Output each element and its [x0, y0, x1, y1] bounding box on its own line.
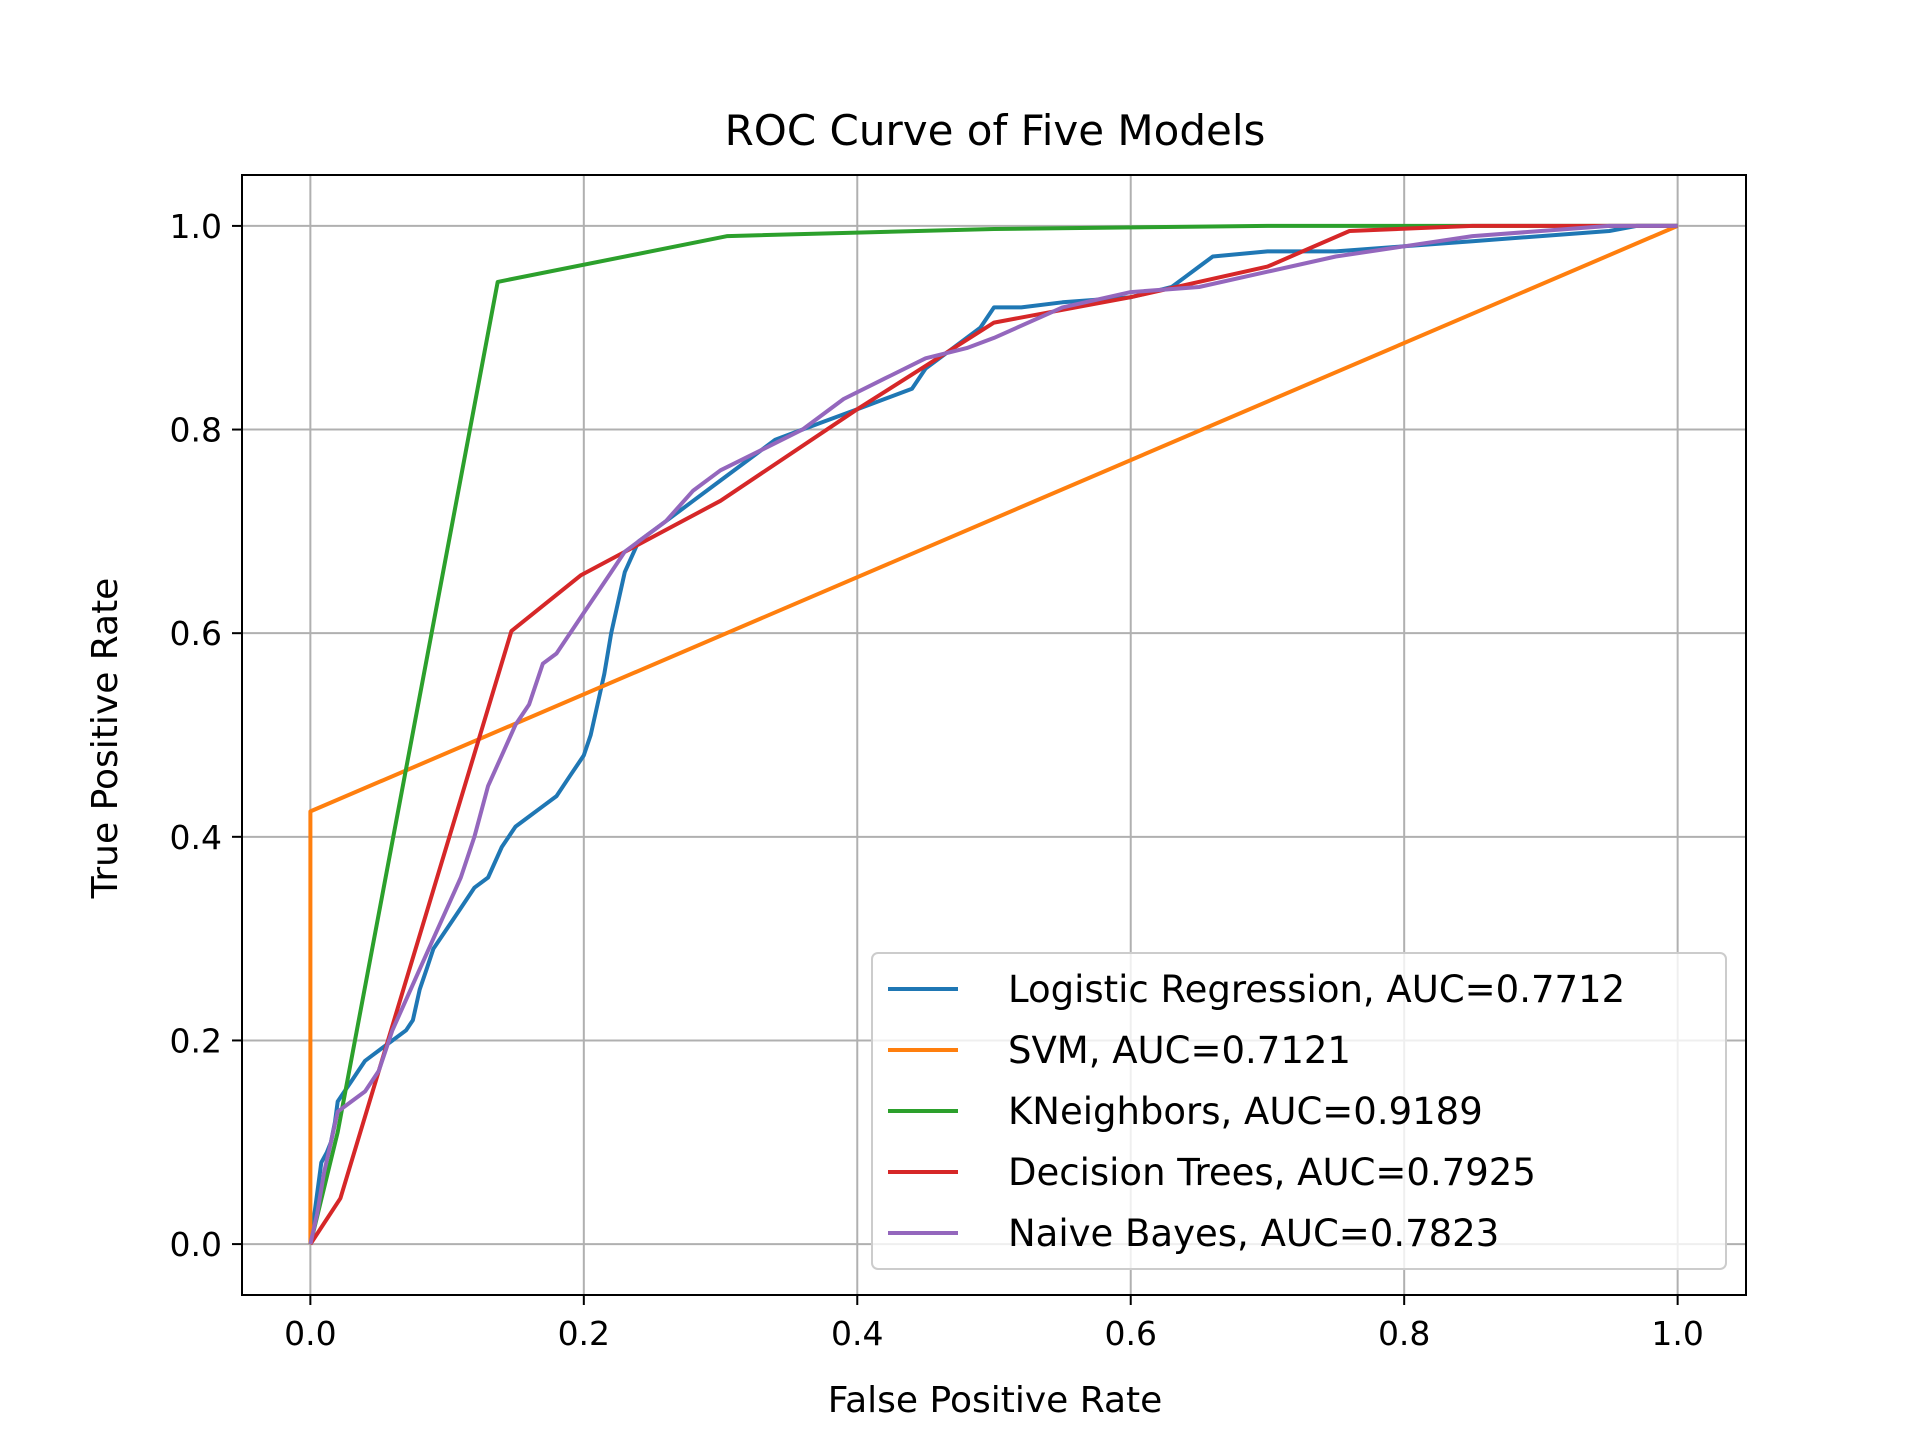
chart-title: ROC Curve of Five Models	[725, 106, 1266, 155]
series-line-svm	[308, 224, 1679, 1245]
legend-label: Naive Bayes, AUC=0.7823	[1008, 1212, 1499, 1255]
y-tick-label: 0.2	[170, 1021, 222, 1060]
legend: Logistic Regression, AUC=0.7712 SVM, AUC=…	[871, 952, 1727, 1270]
y-tick-label: 0.6	[170, 614, 222, 653]
legend-label: SVM, AUC=0.7121	[1008, 1029, 1351, 1072]
series-line-decision-trees	[308, 223, 1678, 1246]
x-tick-label: 1.0	[1651, 1314, 1703, 1353]
y-tick-label: 0.4	[170, 818, 222, 857]
x-tick-label: 0.0	[284, 1314, 336, 1353]
grid	[242, 175, 1746, 1295]
plot-frame	[241, 174, 1747, 1296]
x-tick-label: 0.2	[558, 1314, 610, 1353]
series-line-naive-bayes	[308, 223, 1678, 1245]
y-tick-label: 0.8	[170, 411, 222, 450]
x-tick-label: 0.8	[1378, 1314, 1430, 1353]
axis-ticks: 0.0 0.2 0.4 0.6 0.8 1.0 0.0 0.2 0.4 0.6 0.8 1.0	[170, 207, 1704, 1353]
x-axis-label: False Positive Rate	[828, 1380, 1163, 1421]
x-tick-label: 0.6	[1104, 1314, 1156, 1353]
series-line-kneighbors	[308, 223, 1678, 1245]
legend-label: KNeighbors, AUC=0.9189	[1008, 1090, 1483, 1133]
x-tick-label: 0.4	[831, 1314, 883, 1353]
y-tick-label: 1.0	[170, 207, 222, 246]
legend-label: Decision Trees, AUC=0.7925	[1008, 1151, 1536, 1194]
legend-box	[871, 952, 1727, 1270]
plot-lines	[308, 223, 1679, 1246]
y-tick-label: 0.0	[170, 1225, 222, 1264]
legend-label: Logistic Regression, AUC=0.7712	[1008, 968, 1625, 1011]
y-axis-label: True Positive Rate	[85, 578, 126, 900]
